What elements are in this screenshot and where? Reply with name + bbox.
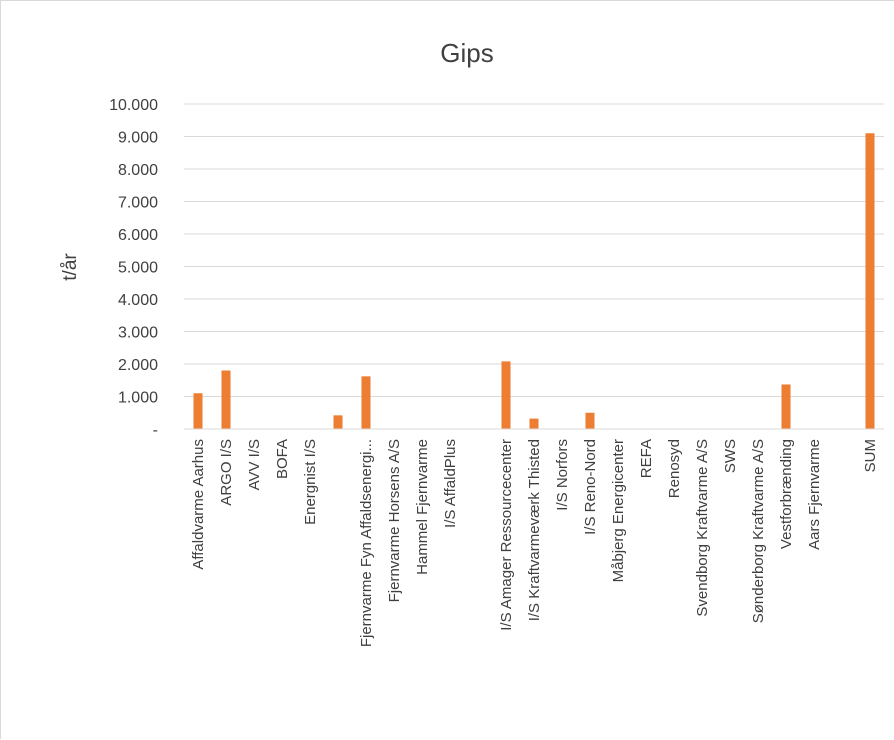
x-tick-label: Hammel Fjernvarme (414, 439, 431, 575)
x-tick-label: Affaldvarme Aarhus (190, 439, 207, 570)
x-tick-label: Svendborg Kraftvarme A/S (694, 439, 711, 617)
x-tick-label: Sønderborg Kraftvarme A/S (750, 439, 767, 623)
x-tick-label: Vestforbrænding (778, 439, 795, 549)
x-tick-label: I/S AffaldPlus (442, 439, 459, 528)
y-tick-label: 8.000 (118, 162, 158, 179)
y-tick-label: 6.000 (118, 227, 158, 244)
chart-title: Gips (440, 38, 493, 68)
x-tick-label: SWS (722, 439, 739, 473)
x-tick-label: Energnist I/S (302, 439, 319, 525)
y-tick-label: 5.000 (118, 260, 158, 277)
x-tick-label: Måbjerg Energicenter (610, 439, 627, 582)
y-axis-ticks: - 1.000 2.000 3.000 4.000 5.000 6.000 7.000 8.00… (109, 97, 158, 439)
y-axis-label: t/år (60, 253, 81, 281)
x-tick-label: Aars Fjernvarme (806, 439, 823, 550)
bar (193, 393, 203, 429)
x-tick-label: ARGO I/S (218, 439, 235, 506)
bar (333, 415, 343, 429)
bar (781, 384, 791, 429)
bar (865, 133, 875, 429)
x-tick-label: Renosyd (666, 439, 683, 498)
y-tick-label: 1.000 (118, 390, 158, 407)
y-tick-label: 10.000 (109, 97, 158, 114)
gridlines (184, 103, 884, 397)
y-tick-label: 4.000 (118, 292, 158, 309)
x-tick-label: SUM (862, 439, 879, 472)
bar (361, 376, 371, 429)
bar (501, 361, 511, 429)
x-tick-label: I/S Amager Ressourcecenter (498, 439, 515, 631)
x-tick-label: REFA (638, 439, 655, 478)
x-tick-label: I/S Norfors (554, 439, 571, 511)
x-tick-label: BOFA (274, 439, 291, 479)
bar (529, 418, 539, 429)
bars (193, 133, 875, 429)
x-tick-label: Fjernvarme Fyn Affaldsenergi... (358, 439, 375, 647)
x-tick-label: Fjernvarme Horsens A/S (386, 439, 403, 602)
y-tick-label: 2.000 (118, 357, 158, 374)
y-tick-label: 7.000 (118, 195, 158, 212)
y-tick-label: 9.000 (118, 130, 158, 147)
bar (221, 370, 231, 429)
y-tick-label: 3.000 (118, 325, 158, 342)
x-tick-label: AVV I/S (246, 439, 263, 490)
bar (585, 412, 595, 429)
x-tick-label: I/S Kraftvarmeværk Thisted (526, 439, 543, 621)
y-tick-label: - (153, 422, 158, 439)
x-axis-ticks: Affaldvarme Aarhus ARGO I/S AVV I/S BOFA Ene… (190, 439, 879, 647)
x-tick-label: I/S Reno-Nord (582, 439, 599, 535)
